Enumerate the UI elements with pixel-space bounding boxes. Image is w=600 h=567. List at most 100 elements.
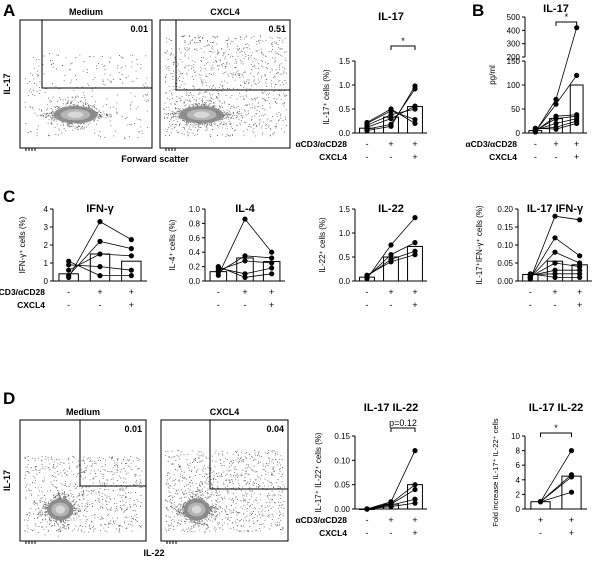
paired-line — [390, 88, 416, 125]
paired-line — [68, 253, 101, 271]
data-point — [215, 264, 221, 270]
data-point — [364, 272, 370, 278]
data-point — [412, 215, 418, 221]
data-point — [553, 101, 559, 107]
condition-sign: + — [388, 515, 393, 525]
paired-line — [366, 114, 392, 126]
flow-events — [24, 53, 149, 139]
condition-sign: - — [534, 152, 537, 162]
data-point — [242, 258, 248, 264]
paired-line — [540, 450, 572, 502]
paired-line — [390, 105, 416, 119]
data-point — [66, 267, 72, 273]
data-point — [242, 253, 248, 259]
bar-chart: IL-4 IL-4⁺ cells (%) 0.0 0.2 0.4 0.6 0.8 1.0 - + +… — [168, 203, 285, 310]
gate-percentage: 0.01 — [130, 24, 148, 34]
y-tick-label: 0.05 — [334, 481, 350, 490]
paired-line — [390, 502, 416, 507]
data-point — [412, 86, 418, 92]
data-point — [388, 106, 394, 112]
data-point — [412, 252, 418, 258]
data-point — [97, 219, 103, 225]
paired-line — [68, 264, 101, 267]
paired-line — [535, 103, 557, 132]
y-tick-label: 4 — [516, 476, 521, 485]
y-tick-label: 0 — [516, 129, 521, 138]
chart-title: IL-17 IL-22 — [529, 402, 583, 414]
condition-sign: + — [388, 139, 393, 149]
data-point — [242, 271, 248, 277]
y-tick-label: 200 — [507, 53, 521, 62]
paired-line — [366, 110, 392, 124]
condition-sign: - — [366, 528, 369, 538]
flow-density — [193, 111, 210, 118]
paired-line — [555, 75, 577, 105]
condition-sign: + — [569, 528, 574, 538]
condition-sign: + — [412, 287, 417, 297]
chart-title: IL-17 — [378, 11, 404, 23]
data-point — [552, 267, 558, 273]
condition-sign: + — [538, 515, 543, 525]
data-point — [412, 500, 418, 506]
y-tick-label: 150 — [507, 57, 521, 66]
data-point — [568, 474, 575, 480]
y-tick-label: 1.0 — [339, 229, 351, 238]
paired-line — [366, 108, 392, 123]
condition-sign: - — [529, 300, 532, 310]
panel-letter: C — [3, 187, 15, 206]
data-point — [388, 259, 394, 265]
chart-title: IL-4 — [235, 203, 255, 215]
data-point — [128, 273, 134, 279]
condition-label: CXCL4 — [319, 528, 347, 538]
data-point — [577, 271, 583, 277]
condition-sign: + — [412, 300, 417, 310]
y-tick-label: 4 — [44, 205, 49, 214]
y-tick-label: 0 — [44, 277, 49, 286]
flow-plot: CXCL4 0.51 — [159, 7, 291, 151]
condition-sign: + — [412, 152, 417, 162]
y-tick-label: 6 — [516, 461, 521, 470]
paired-line — [529, 216, 556, 280]
paired-line — [554, 262, 580, 267]
data-point — [532, 125, 538, 131]
data-point — [552, 260, 558, 266]
flow-plot: Medium 0.01 — [19, 7, 153, 151]
y-axis-label: IFN-γ⁺ cells (%) — [18, 216, 27, 273]
data-point — [66, 262, 72, 268]
data-point — [552, 213, 558, 219]
condition-sign: + — [388, 287, 393, 297]
bar-chart: IL-17 IL-22 IL-17⁺ IL-22⁺ cells (%) 0.00 0.… — [295, 402, 427, 538]
paired-line — [218, 255, 246, 273]
chart-title: IFN-γ — [86, 203, 114, 215]
data-point — [128, 237, 134, 243]
y-tick-label: 0.2 — [189, 263, 201, 272]
paired-line — [244, 273, 272, 278]
y-tick-label: 0 — [516, 505, 521, 514]
paired-line — [244, 255, 272, 259]
paired-line — [390, 484, 416, 504]
data-point — [269, 271, 275, 277]
condition-sign: - — [67, 300, 70, 310]
data-point — [412, 116, 418, 123]
data-point — [242, 216, 248, 222]
y-tick-label: 0.5 — [339, 105, 351, 114]
condition-sign: - — [366, 300, 369, 310]
significance-label: * — [554, 423, 558, 433]
y-axis-label: IL-17⁺ IL-22⁺ cells (%) — [314, 432, 323, 512]
y-axis-label: pg/ml — [488, 65, 497, 85]
y-tick-label: 3 — [44, 223, 49, 232]
condition-sign: + — [577, 300, 582, 310]
y-tick-label: 0.0 — [339, 129, 351, 138]
y-tick-label: 8 — [516, 447, 521, 456]
data-point — [568, 489, 575, 495]
chart-title: IL-22 — [378, 203, 404, 215]
flow-title: Medium — [69, 7, 103, 17]
paired-line — [390, 489, 416, 505]
condition-label: CXCL4 — [489, 152, 517, 162]
bar-chart: IL-17 IFN-γ IL-17⁺IFN-γ⁺ cells (%) 0.00 0.0… — [475, 203, 592, 310]
data-point — [269, 265, 275, 271]
data-point — [388, 242, 394, 248]
paired-line — [555, 123, 577, 130]
condition-sign: + — [242, 287, 247, 297]
paired-line — [390, 242, 416, 255]
